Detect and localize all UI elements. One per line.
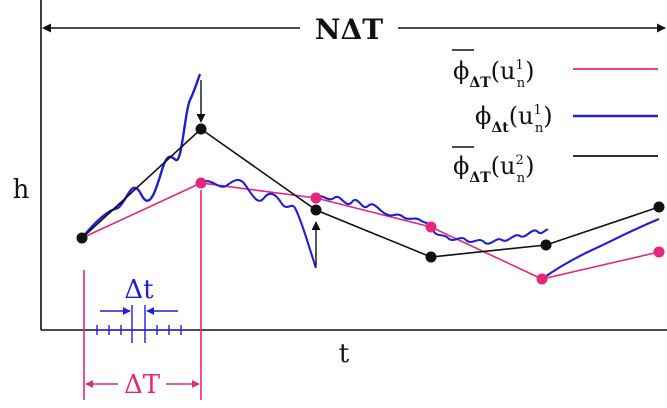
legend-entry-coarse-u2: ϕΔT(u2 n)	[452, 146, 658, 186]
legend-entry-fine-u1: ϕΔt(u1 n)	[475, 102, 658, 136]
legend-close-paren: )	[543, 102, 552, 130]
fine-u1-segment-2	[200, 178, 317, 269]
legend-symbol: ϕ	[453, 57, 469, 85]
coarse-u1-point	[195, 177, 207, 189]
coarse-u1-point	[425, 221, 437, 233]
legend-symbol: ϕ	[475, 102, 491, 130]
span-title: NΔT	[315, 13, 383, 46]
svg-text:ϕΔT(u2n): ϕΔT(u2 n)	[453, 152, 535, 186]
y-axis-label: h	[13, 175, 30, 205]
fine-u1-segment-1	[81, 73, 202, 239]
legend-arg: u	[500, 152, 515, 180]
step-scale-bracket: ΔT Δt	[83, 190, 202, 400]
coarse-u1-line	[81, 182, 660, 280]
legend-arg-sup: 1	[515, 58, 523, 73]
coarse-u2-point	[653, 201, 665, 213]
legend-open-paren: (	[491, 57, 500, 85]
coarse-u1-point	[310, 192, 322, 204]
legend-subscript: ΔT	[469, 75, 491, 91]
legend-arg-sub: n	[517, 76, 526, 91]
legend-open-paren: (	[491, 152, 500, 180]
legend-arg: u	[518, 102, 533, 130]
fine-u1-segment-4	[430, 225, 549, 245]
coarse-step-label: ΔT	[124, 370, 161, 400]
coarse-u2-point	[540, 239, 552, 251]
coarse-u1-point	[536, 273, 548, 285]
legend-close-paren: )	[525, 57, 534, 85]
coarse-u1-point	[653, 246, 665, 258]
svg-text:ϕΔT(u1n): ϕΔT(u1 n)	[453, 57, 535, 91]
legend-arg-sub: n	[517, 171, 526, 186]
coarse-u2-line	[81, 127, 660, 258]
legend-close-paren: )	[525, 152, 534, 180]
legend-subscript: Δt	[491, 120, 509, 136]
coarse-u2-point	[76, 232, 88, 244]
coarse-u2-point	[425, 251, 437, 263]
fine-u1-segment-5	[541, 218, 660, 280]
legend-arg-sup: 2	[515, 153, 523, 168]
legend-entry-coarse-u1: ϕΔT(u1 n)	[452, 49, 658, 91]
legend-arg-sub: n	[535, 121, 544, 136]
svg-text:ϕΔt(u1n): ϕΔt(u1 n)	[475, 102, 553, 136]
legend-symbol: ϕ	[453, 152, 469, 180]
legend-subscript: ΔT	[469, 170, 491, 186]
legend-arg: u	[500, 57, 515, 85]
legend: ϕΔT(u1 n) ϕΔt(u1 n) ϕΔT(u2 n)	[452, 49, 658, 186]
legend-open-paren: (	[509, 102, 518, 130]
coarse-u2-point	[310, 204, 322, 216]
x-axis-label: t	[339, 339, 350, 369]
fine-u1-segment-3	[315, 195, 432, 227]
coarse-u2-point	[195, 123, 207, 135]
legend-arg-sup: 1	[534, 103, 542, 118]
fine-step-label: Δt	[124, 275, 154, 305]
